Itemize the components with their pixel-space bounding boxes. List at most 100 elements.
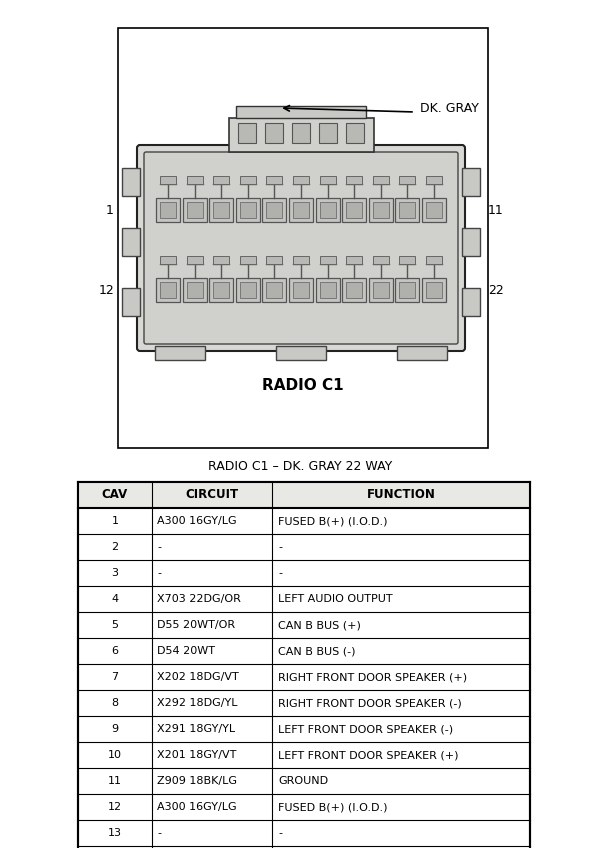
Bar	[155, 346, 205, 360]
Text: X201 18GY/VT: X201 18GY/VT	[157, 750, 236, 760]
Bar	[213, 256, 229, 264]
Bar	[213, 202, 229, 218]
Text: 13: 13	[108, 828, 122, 838]
Text: 6: 6	[112, 646, 119, 656]
Bar	[422, 278, 446, 302]
Bar	[160, 176, 176, 184]
FancyBboxPatch shape	[144, 152, 458, 344]
Bar	[422, 198, 446, 222]
Bar	[426, 256, 442, 264]
FancyBboxPatch shape	[137, 145, 465, 351]
Text: D54 20WT: D54 20WT	[157, 646, 215, 656]
Bar	[462, 228, 480, 256]
Bar	[289, 198, 313, 222]
Bar	[293, 282, 309, 298]
Bar	[240, 256, 256, 264]
Bar	[266, 202, 283, 218]
Text: D55 20WT/OR: D55 20WT/OR	[157, 620, 235, 630]
Bar	[292, 123, 310, 143]
Bar	[462, 168, 480, 196]
Bar	[78, 482, 530, 508]
Text: 2: 2	[112, 542, 119, 552]
Text: 11: 11	[488, 204, 504, 216]
Bar	[346, 176, 362, 184]
Text: 1: 1	[112, 516, 119, 526]
Bar	[236, 106, 366, 118]
Bar	[160, 282, 176, 298]
Text: -: -	[157, 542, 161, 552]
Bar	[346, 202, 362, 218]
Text: 5: 5	[112, 620, 119, 630]
Bar	[182, 278, 206, 302]
Bar	[400, 256, 415, 264]
Bar	[426, 282, 442, 298]
Bar	[289, 278, 313, 302]
Bar	[187, 256, 203, 264]
Bar	[265, 123, 283, 143]
Text: GROUND: GROUND	[278, 776, 328, 786]
Bar	[236, 278, 260, 302]
Bar	[373, 282, 389, 298]
Text: Z909 18BK/LG: Z909 18BK/LG	[157, 776, 237, 786]
Text: 1: 1	[106, 204, 114, 216]
Text: RIGHT FRONT DOOR SPEAKER (-): RIGHT FRONT DOOR SPEAKER (-)	[278, 698, 462, 708]
Text: 7: 7	[112, 672, 119, 682]
Text: LEFT FRONT DOOR SPEAKER (-): LEFT FRONT DOOR SPEAKER (-)	[278, 724, 453, 734]
Bar	[373, 256, 389, 264]
Text: -: -	[278, 542, 282, 552]
Text: -: -	[157, 828, 161, 838]
Bar	[395, 198, 419, 222]
Text: 10: 10	[108, 750, 122, 760]
Bar	[320, 202, 335, 218]
Bar	[238, 123, 256, 143]
Bar	[160, 256, 176, 264]
Text: RIGHT FRONT DOOR SPEAKER (+): RIGHT FRONT DOOR SPEAKER (+)	[278, 672, 467, 682]
Bar	[187, 282, 203, 298]
Bar	[400, 176, 415, 184]
Text: A300 16GY/LG: A300 16GY/LG	[157, 516, 236, 526]
Text: X202 18DG/VT: X202 18DG/VT	[157, 672, 239, 682]
Bar	[316, 278, 340, 302]
Text: LEFT AUDIO OUTPUT: LEFT AUDIO OUTPUT	[278, 594, 392, 604]
Bar	[187, 202, 203, 218]
Text: CAN B BUS (+): CAN B BUS (+)	[278, 620, 361, 630]
Text: X292 18DG/YL: X292 18DG/YL	[157, 698, 238, 708]
Bar	[369, 278, 393, 302]
Text: 22: 22	[488, 283, 504, 297]
Bar	[160, 202, 176, 218]
Bar	[187, 176, 203, 184]
Bar	[320, 176, 335, 184]
Bar	[122, 288, 140, 316]
Bar	[182, 198, 206, 222]
Text: CAN B BUS (-): CAN B BUS (-)	[278, 646, 355, 656]
Bar	[373, 202, 389, 218]
Bar	[373, 176, 389, 184]
Text: 4: 4	[112, 594, 119, 604]
Text: FUSED B(+) (I.O.D.): FUSED B(+) (I.O.D.)	[278, 802, 388, 812]
Bar	[319, 123, 337, 143]
Bar	[426, 176, 442, 184]
Text: 12: 12	[98, 283, 114, 297]
Bar	[346, 282, 362, 298]
Text: LEFT FRONT DOOR SPEAKER (+): LEFT FRONT DOOR SPEAKER (+)	[278, 750, 458, 760]
Text: FUNCTION: FUNCTION	[367, 488, 436, 501]
Bar	[397, 346, 447, 360]
Text: 8: 8	[112, 698, 119, 708]
Bar	[400, 282, 415, 298]
Bar	[236, 198, 260, 222]
Bar	[240, 202, 256, 218]
Text: RADIO C1: RADIO C1	[262, 378, 344, 393]
Text: CAV: CAV	[102, 488, 128, 501]
Bar	[266, 282, 283, 298]
Bar	[346, 123, 364, 143]
Bar	[262, 198, 286, 222]
Bar	[400, 202, 415, 218]
Bar	[369, 198, 393, 222]
Text: RADIO C1 – DK. GRAY 22 WAY: RADIO C1 – DK. GRAY 22 WAY	[208, 460, 392, 472]
Bar	[122, 168, 140, 196]
Bar	[462, 288, 480, 316]
Text: DK. GRAY: DK. GRAY	[420, 102, 479, 114]
Text: 9: 9	[112, 724, 119, 734]
Text: CIRCUIT: CIRCUIT	[185, 488, 239, 501]
Bar	[293, 176, 309, 184]
